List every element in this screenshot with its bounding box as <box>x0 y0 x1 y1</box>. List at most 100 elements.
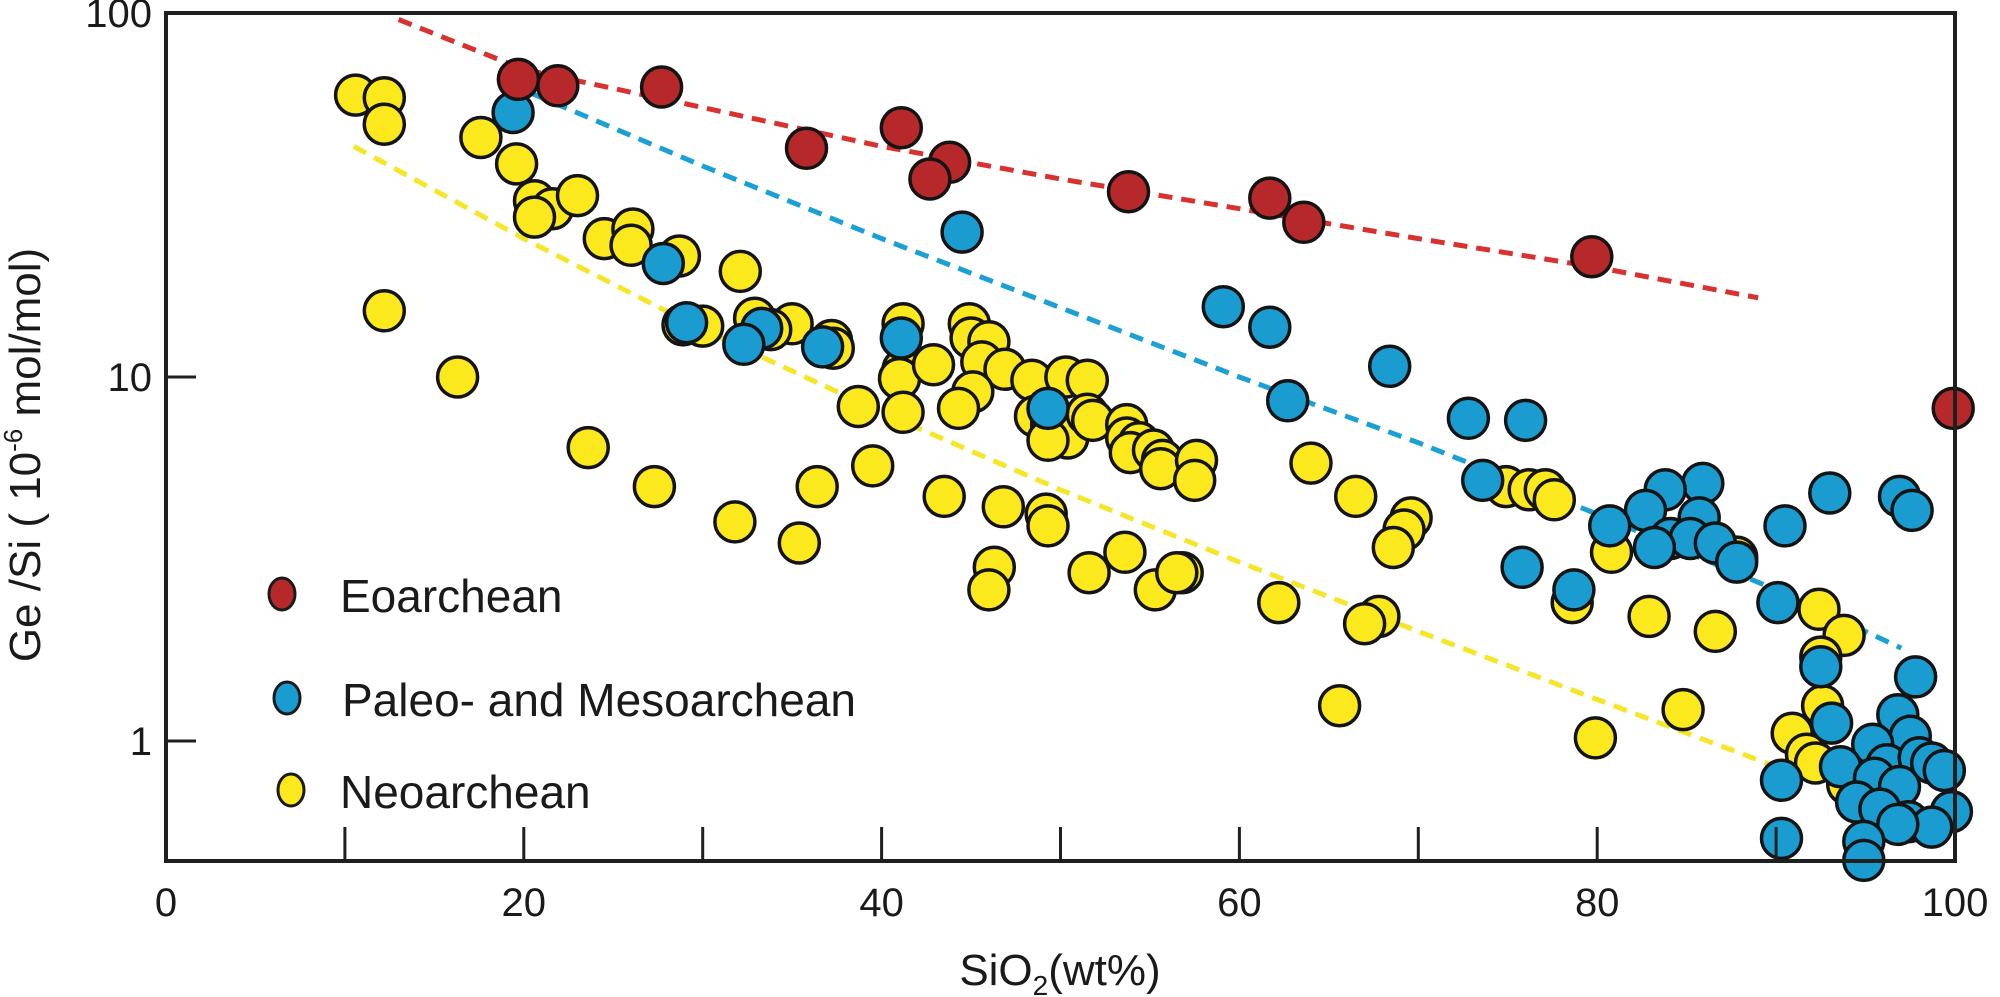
point-paleo-and-mesoarchean <box>1809 701 1854 745</box>
point-neoarchean <box>922 474 966 519</box>
point-neoarchean <box>936 386 981 431</box>
point-neoarchean <box>362 289 407 333</box>
point-neoarchean <box>1342 601 1387 646</box>
x-axis-ticks: 0 20 40 60 80 100 <box>155 827 1988 925</box>
point-paleo-and-mesoarchean <box>1248 305 1292 349</box>
point-eoarchean <box>1248 176 1292 220</box>
point-eoarchean <box>1570 234 1614 279</box>
point-neoarchean <box>1371 525 1416 570</box>
point-paleo-and-mesoarchean <box>1587 504 1632 548</box>
point-paleo-and-mesoarchean <box>1759 758 1804 803</box>
y-axis-ticks: 1 10 100 <box>85 0 196 764</box>
y-tick-label: 1 <box>130 720 152 764</box>
point-paleo-and-mesoarchean <box>1367 344 1412 389</box>
point-neoarchean <box>1103 530 1147 575</box>
point-eoarchean <box>1106 169 1151 214</box>
trend-line-paleo-and-mesoarchean <box>531 91 1903 651</box>
point-paleo-and-mesoarchean <box>1026 386 1070 431</box>
point-eoarchean <box>536 64 580 108</box>
point-eoarchean <box>496 57 541 102</box>
point-paleo-and-mesoarchean <box>1876 802 1920 847</box>
point-neoarchean <box>435 355 480 399</box>
point-paleo-and-mesoarchean <box>1759 816 1804 861</box>
legend-marker-eoarchean <box>267 576 297 612</box>
point-eoarchean <box>908 157 952 201</box>
point-neoarchean <box>1317 683 1362 728</box>
point-neoarchean <box>1573 716 1618 760</box>
point-neoarchean <box>795 464 839 509</box>
legend-item-eoarchean: Eoarchean <box>267 570 563 622</box>
trend-line-eoarchean <box>397 17 1759 301</box>
point-paleo-and-mesoarchean <box>1265 379 1310 423</box>
point-neoarchean <box>1257 580 1301 625</box>
point-paleo-and-mesoarchean <box>1500 545 1544 590</box>
point-paleo-and-mesoarchean <box>1808 471 1852 515</box>
legend-item-neoarchean: Neoarchean <box>276 766 591 818</box>
point-neoarchean <box>713 500 757 544</box>
point-neoarchean <box>1627 594 1671 639</box>
legend-marker-paleo-mesoarchean <box>272 680 302 716</box>
point-paleo-and-mesoarchean <box>1460 458 1505 503</box>
x-tick-label: 80 <box>1575 881 1620 925</box>
point-paleo-and-mesoarchean <box>1763 504 1807 548</box>
point-neoarchean <box>609 223 653 268</box>
point-eoarchean <box>639 65 684 109</box>
point-neoarchean <box>494 142 539 186</box>
legend-marker-neoarchean <box>276 772 306 808</box>
x-axis-title-sub: 2 <box>1033 970 1049 997</box>
x-axis-title: SiO2(wt%) <box>959 946 1160 997</box>
y-axis-title: Ge /Si ( 10-6 mol/mol) <box>0 248 50 662</box>
x-tick-label: 20 <box>502 881 547 925</box>
x-tick-label: 60 <box>1217 881 1262 925</box>
point-neoarchean <box>981 485 1026 529</box>
point-paleo-and-mesoarchean <box>641 241 686 286</box>
point-eoarchean <box>784 126 829 171</box>
x-axis-title-tail: (wt%) <box>1048 946 1160 995</box>
point-neoarchean <box>777 521 822 565</box>
point-neoarchean <box>911 343 956 387</box>
point-neoarchean <box>718 249 763 294</box>
point-neoarchean <box>967 568 1011 612</box>
x-axis-title-main: SiO <box>959 946 1032 995</box>
trend-line-neoarchean <box>352 144 1876 805</box>
point-neoarchean <box>1172 458 1217 503</box>
point-paleo-and-mesoarchean <box>1890 488 1934 533</box>
point-neoarchean <box>1289 441 1333 485</box>
point-paleo-and-mesoarchean <box>664 300 709 345</box>
point-paleo-and-mesoarchean <box>1756 580 1800 625</box>
legend-item-paleo-mesoarchean: Paleo- and Mesoarchean <box>272 674 856 726</box>
y-tick-label: 100 <box>85 0 152 36</box>
point-neoarchean <box>1797 587 1841 632</box>
point-paleo-and-mesoarchean <box>1503 398 1548 443</box>
point-paleo-and-mesoarchean <box>940 210 984 254</box>
point-eoarchean <box>879 105 924 150</box>
point-paleo-and-mesoarchean <box>1446 396 1491 441</box>
point-paleo-and-mesoarchean <box>879 316 924 360</box>
point-neoarchean <box>555 173 600 218</box>
point-paleo-and-mesoarchean <box>722 322 766 367</box>
legend-label-eoarchean: Eoarchean <box>340 570 563 622</box>
point-eoarchean <box>1282 200 1326 245</box>
point-neoarchean <box>1026 504 1070 548</box>
point-paleo-and-mesoarchean <box>800 325 845 369</box>
point-paleo-and-mesoarchean <box>1714 540 1759 584</box>
point-neoarchean <box>1693 609 1738 654</box>
point-paleo-and-mesoarchean <box>1552 568 1596 612</box>
point-neoarchean <box>1333 474 1378 519</box>
x-tick-label: 0 <box>155 881 177 925</box>
y-axis-title-sup: -6 <box>0 429 28 452</box>
data-points <box>333 57 1975 883</box>
point-paleo-and-mesoarchean <box>1799 644 1843 689</box>
y-axis-title-main: Ge /Si ( 10 <box>1 452 50 662</box>
legend: Eoarchean Paleo- and Mesoarchean Neoarch… <box>267 570 856 818</box>
legend-label-paleo-mesoarchean: Paleo- and Mesoarchean <box>342 674 856 726</box>
point-neoarchean <box>632 464 677 509</box>
point-neoarchean <box>1155 550 1199 595</box>
point-neoarchean <box>459 115 503 160</box>
y-axis-title-tail: mol/mol) <box>1 248 50 429</box>
point-paleo-and-mesoarchean <box>1632 525 1677 570</box>
point-neoarchean <box>1067 550 1111 595</box>
point-neoarchean <box>362 102 407 146</box>
point-neoarchean <box>850 444 895 488</box>
